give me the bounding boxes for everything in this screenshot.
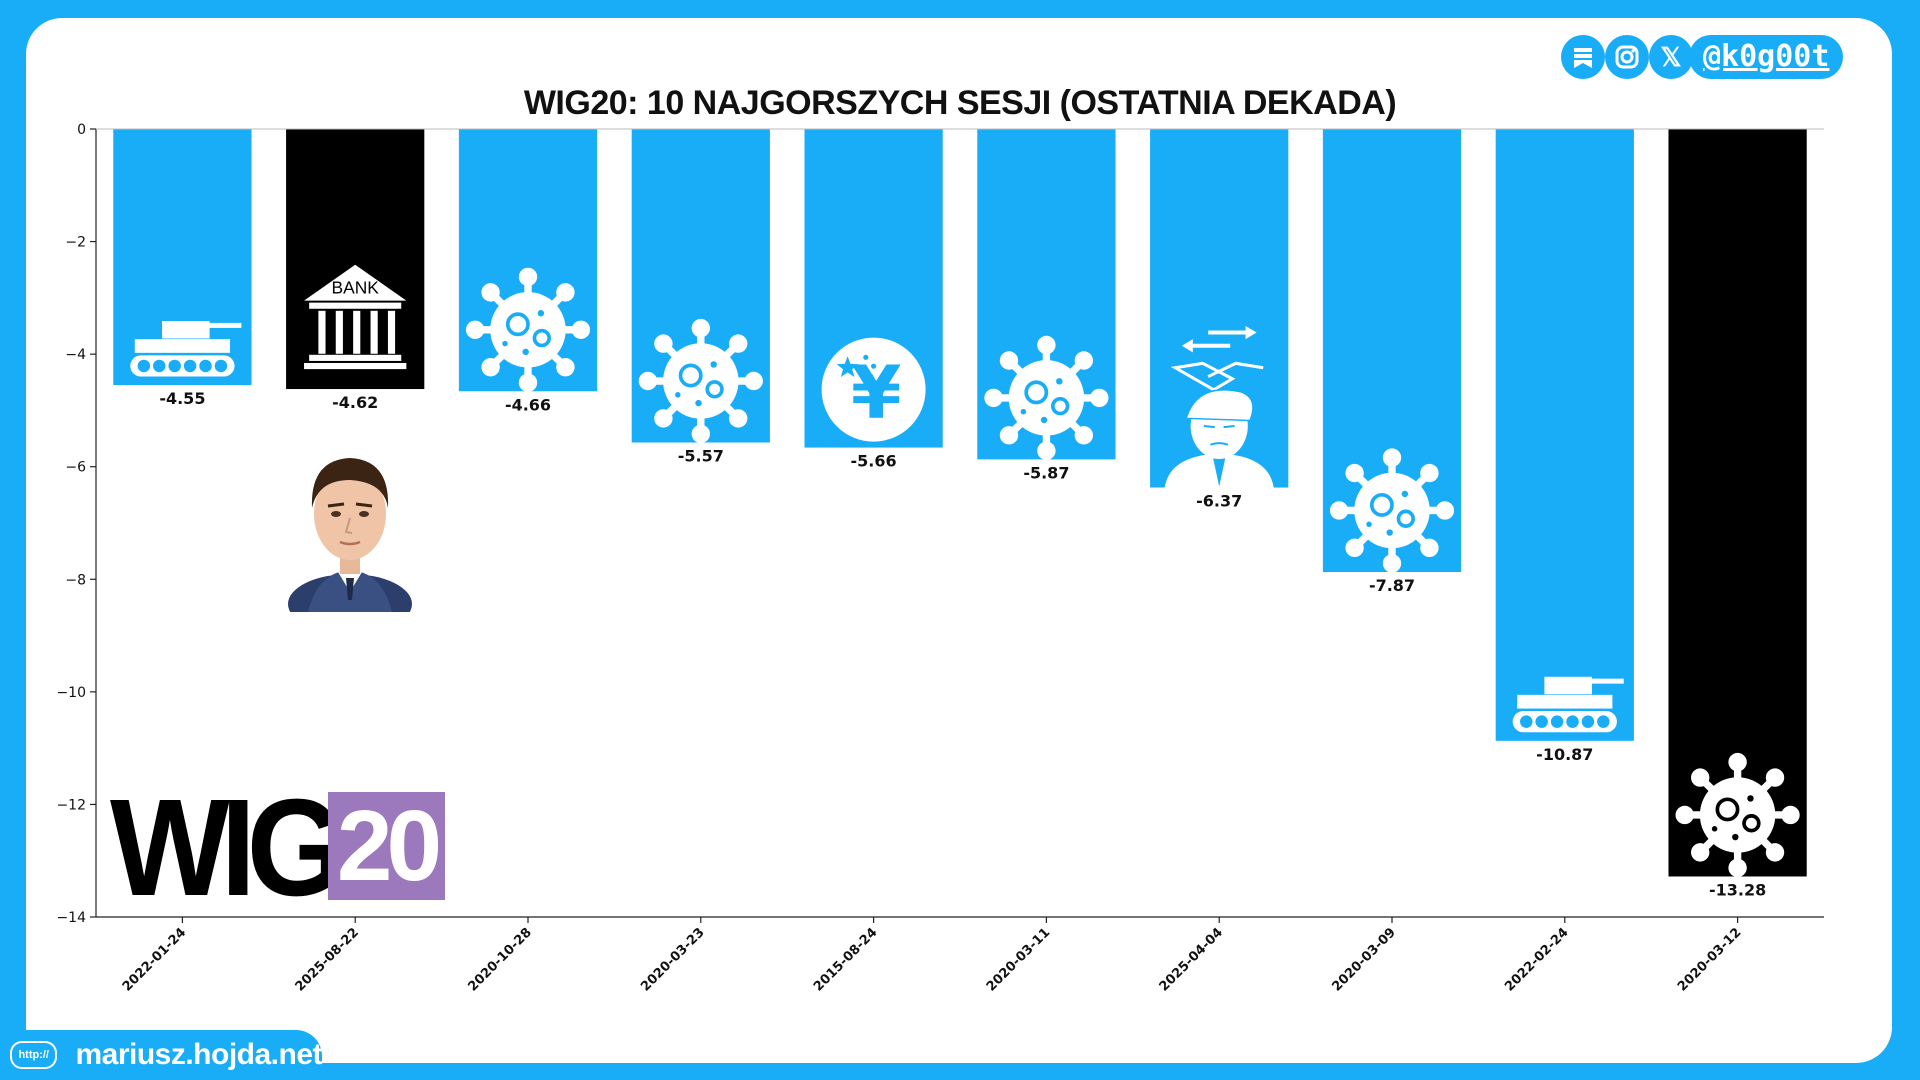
bar-group: -5.87: [977, 129, 1116, 482]
bar-group: -4.55: [113, 129, 252, 408]
value-label: -10.87: [1536, 745, 1593, 764]
virus-icon: [984, 335, 1109, 460]
wig20-logo: WIG 20: [110, 771, 445, 925]
x-tick-label: 2020-03-11: [984, 925, 1053, 994]
x-tick-label: 2020-03-12: [1675, 925, 1744, 994]
tank-icon: [130, 321, 242, 377]
bar-group: -4.66: [458, 129, 598, 414]
y-tick-label: −12: [56, 797, 86, 813]
x-tick-label: 2025-04-04: [1157, 925, 1226, 994]
y-tick-label: −8: [65, 572, 86, 588]
x-tick-label: 2025-08-22: [293, 925, 362, 994]
bank-icon: BANK: [304, 264, 407, 370]
y-tick-label: −14: [56, 910, 86, 926]
http-badge: http://: [10, 1041, 58, 1069]
x-tick-label: 2022-02-24: [1502, 925, 1571, 994]
footer-url-bar[interactable]: http:// mariusz.hojda.net: [0, 1030, 322, 1080]
value-label: -5.87: [1023, 463, 1069, 482]
bar-group: -7.87: [1322, 129, 1462, 595]
bar-group: -6.37: [1150, 129, 1289, 511]
bar: [1668, 129, 1807, 877]
value-label: -5.57: [678, 447, 724, 466]
value-label: -6.37: [1196, 492, 1242, 511]
svg-text:BANK: BANK: [332, 277, 380, 297]
tank-icon: [1512, 676, 1624, 733]
y-tick-label: 0: [77, 122, 86, 138]
x-tick-label: 2020-10-28: [465, 925, 534, 994]
bar-group: -13.28: [1668, 129, 1807, 899]
y-tick-label: −2: [65, 235, 86, 251]
x-tick-label: 2020-03-09: [1329, 925, 1398, 994]
y-tick-label: −10: [56, 685, 86, 701]
x-tick-label: 2015-08-24: [811, 925, 880, 994]
virus-icon: [1675, 752, 1800, 878]
portrait-illustration: [288, 458, 412, 612]
chart-title: WIG20: 10 NAJGORSZYCH SESJI (OSTATNIA DE…: [524, 84, 1396, 122]
svg-text:¥: ¥: [851, 351, 902, 436]
social-handle-link[interactable]: @k0g00t: [1689, 35, 1844, 79]
y-tick-label: −4: [65, 347, 86, 363]
trade-deal-icon: [1164, 325, 1275, 493]
value-label: -4.62: [332, 393, 378, 412]
value-label: -13.28: [1709, 880, 1766, 899]
wig-logo-text: WIG: [110, 771, 345, 925]
x-icon[interactable]: 𝕏: [1649, 35, 1693, 79]
bar-group: -10.87: [1495, 129, 1634, 764]
value-label: -4.55: [159, 389, 205, 408]
bar-group: -5.66 ¥: [804, 129, 943, 471]
value-label: -7.87: [1369, 576, 1415, 595]
wig-logo-number: 20: [328, 792, 445, 900]
yuan-icon: ¥: [821, 337, 926, 442]
bar-group: -4.62 BANK: [286, 129, 425, 412]
bar: [1495, 129, 1634, 741]
value-label: -5.66: [851, 452, 897, 471]
bar-group: -5.57: [631, 129, 770, 466]
y-tick-label: −6: [65, 460, 86, 476]
social-links: 𝕏 @k0g00t: [1561, 34, 1844, 80]
instagram-icon[interactable]: [1605, 35, 1649, 79]
website-url[interactable]: mariusz.hojda.net: [75, 1038, 322, 1071]
virus-icon: [1329, 448, 1455, 573]
value-label: -4.66: [505, 395, 551, 414]
bookmark-icon[interactable]: [1561, 35, 1605, 79]
virus-icon: [638, 318, 763, 444]
x-tick-label: 2022-01-24: [120, 925, 189, 994]
x-tick-label: 2020-03-23: [638, 925, 707, 994]
virus-icon: [465, 267, 591, 392]
